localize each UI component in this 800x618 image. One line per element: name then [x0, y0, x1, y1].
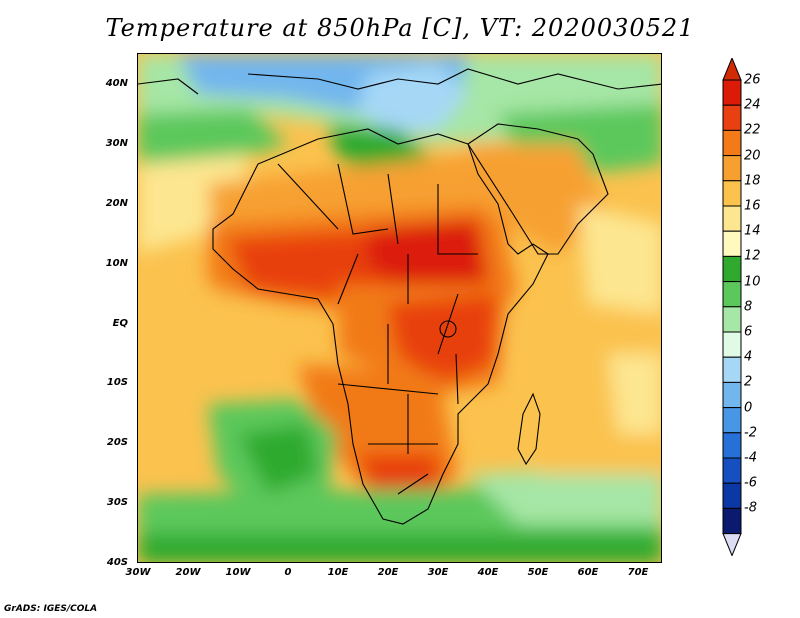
- colorbar-label: 22: [744, 122, 761, 138]
- colorbar-label: 20: [744, 148, 761, 164]
- lat-label: 30S: [106, 497, 128, 508]
- colorbar-swatch: [722, 306, 742, 333]
- colorbar-swatch: [722, 331, 742, 358]
- lat-label: 30N: [105, 138, 128, 149]
- colorbar-label: 16: [744, 198, 761, 214]
- lat-label: 20N: [105, 198, 128, 209]
- lat-label: 10S: [106, 377, 128, 388]
- colorbar-label: 18: [744, 173, 761, 189]
- colorbar-label: -2: [744, 425, 757, 441]
- coastlines: [138, 68, 661, 525]
- colorbar-swatch: [722, 507, 742, 535]
- lon-label: 30E: [427, 567, 449, 578]
- lon-label: 60E: [577, 567, 599, 578]
- colorbar-swatch: [722, 432, 742, 459]
- lon-label: 20W: [175, 567, 201, 578]
- lon-label: 20E: [377, 567, 399, 578]
- lat-label: 10N: [105, 258, 128, 269]
- lat-label: 40S: [106, 557, 128, 568]
- lat-label: 20S: [106, 437, 128, 448]
- lon-label: 70E: [627, 567, 649, 578]
- colorbar-swatch: [722, 255, 742, 283]
- colorbar-overflow-top: [722, 58, 742, 81]
- lon-label: 0: [284, 567, 292, 578]
- lon-label: 10E: [327, 567, 349, 578]
- lon-label: 30W: [125, 567, 151, 578]
- lon-label: 10W: [225, 567, 251, 578]
- colorbar-swatch: [722, 129, 742, 157]
- colorbar-swatch: [722, 155, 742, 182]
- colorbar-label: 6: [744, 324, 753, 340]
- colorbar-swatch: [722, 180, 742, 207]
- colorbar-swatch: [722, 407, 742, 434]
- colorbar-swatch: [722, 356, 742, 383]
- colorbar-label: 26: [744, 72, 761, 88]
- colorbar-label: 4: [744, 349, 753, 365]
- colorbar-label: 12: [744, 248, 761, 264]
- colorbar-label: -4: [744, 450, 757, 466]
- colorbar-swatch: [722, 104, 742, 131]
- colorbar-swatch: [722, 79, 742, 106]
- colorbar-overflow-bottom: [722, 533, 742, 556]
- temperature-field: [138, 54, 661, 562]
- colorbar-label: -6: [744, 475, 757, 491]
- colorbar-swatch: [722, 457, 742, 484]
- colorbar-label: -8: [744, 500, 757, 516]
- colorbar-label: 14: [744, 223, 761, 239]
- temperature-map: [137, 53, 662, 563]
- colorbar: [722, 58, 742, 556]
- colorbar-swatch: [722, 230, 742, 257]
- colorbar-label: 8: [744, 299, 753, 315]
- lat-label: EQ: [112, 318, 128, 329]
- colorbar-label: 0: [744, 400, 753, 416]
- colorbar-label: 2: [744, 374, 753, 390]
- colorbar-swatch: [722, 381, 742, 409]
- map-title: Temperature at 850hPa [C], VT: 202003052…: [105, 14, 695, 42]
- grads-credit: GrADS: IGES/COLA: [4, 604, 98, 614]
- lat-label: 40N: [105, 78, 128, 89]
- colorbar-swatch: [722, 482, 742, 509]
- colorbar-swatch: [722, 205, 742, 232]
- colorbar-swatch: [722, 281, 742, 308]
- lon-label: 50E: [527, 567, 549, 578]
- colorbar-label: 24: [744, 97, 761, 113]
- colorbar-label: 10: [744, 274, 761, 290]
- lon-label: 40E: [477, 567, 499, 578]
